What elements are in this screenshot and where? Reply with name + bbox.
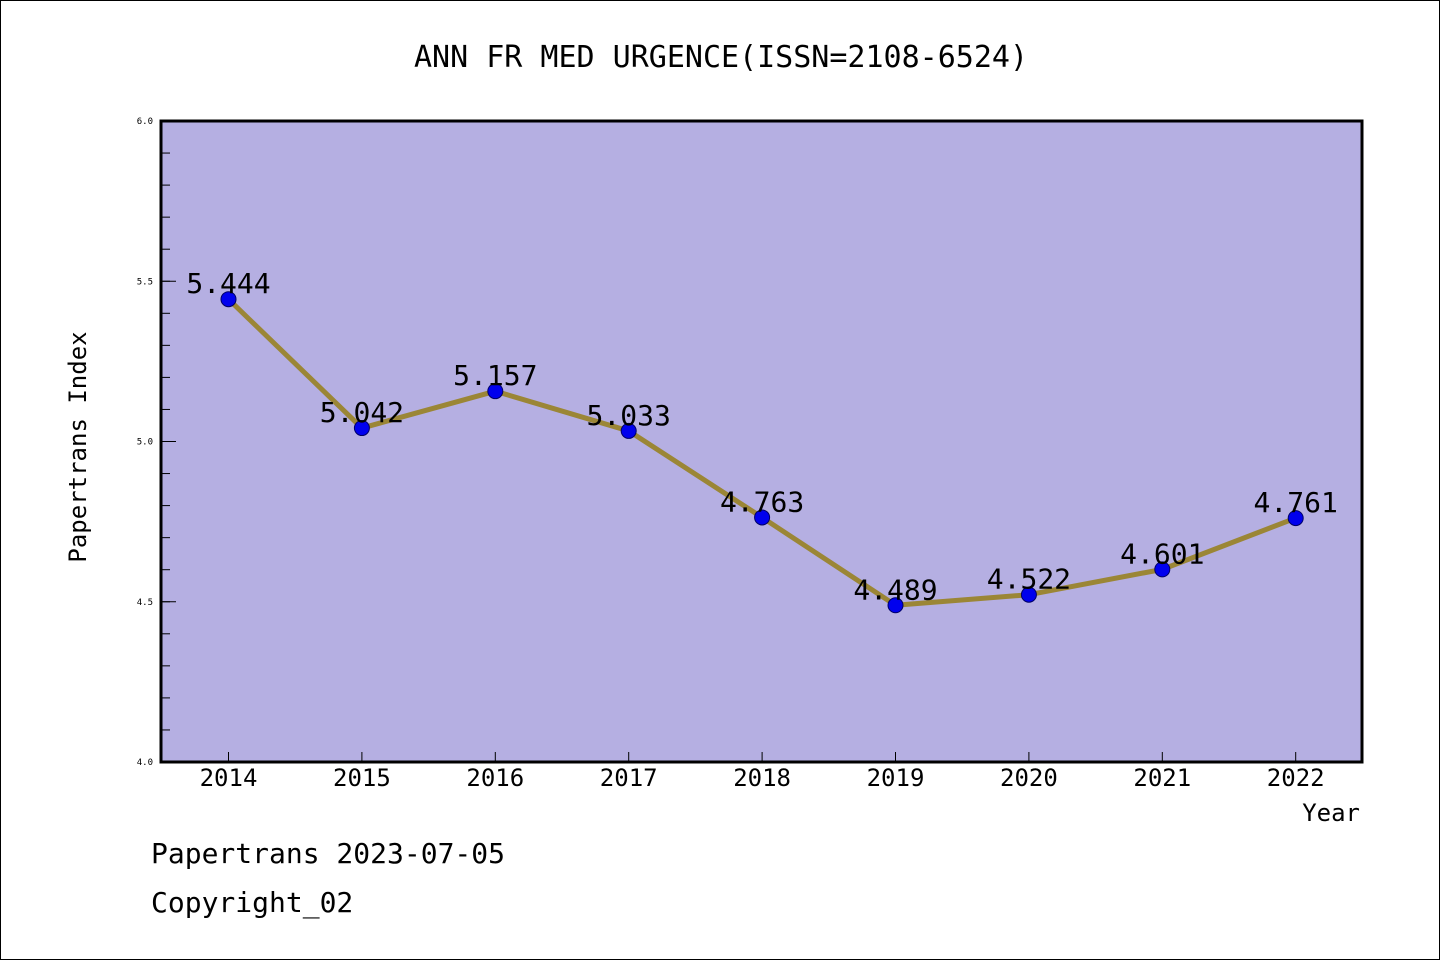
footer-copyright: Copyright_02 [151, 886, 354, 919]
data-label: 4.761 [1254, 486, 1338, 519]
data-point [754, 509, 771, 526]
data-point [1020, 586, 1037, 603]
y-tick-label: 4.5 [137, 598, 153, 608]
x-tick-label: 2014 [200, 764, 258, 792]
x-axis: 2014 2015 2016 2017 2018 2019 2020 2021 2022 [200, 752, 1325, 792]
x-tick-label: 2019 [867, 764, 925, 792]
data-label: 4.763 [720, 485, 804, 518]
y-axis-label: Papertrans Index [64, 331, 92, 562]
data-point [1154, 561, 1171, 578]
data-label: 4.489 [853, 573, 937, 606]
data-point [620, 422, 637, 439]
y-tick-label: 4.0 [137, 758, 153, 768]
x-tick-label: 2016 [466, 764, 524, 792]
y-tick-label: 5.5 [137, 277, 153, 287]
plot-area [159, 119, 1364, 764]
data-point [353, 420, 370, 437]
x-tick-label: 2018 [733, 764, 791, 792]
chart-title: ANN FR MED URGENCE(ISSN=2108-6524) [414, 40, 1028, 75]
data-labels: 5.444 5.042 5.157 5.033 4.763 4.489 4.522 4.601… [186, 267, 1337, 606]
y-tick-label: 6.0 [137, 117, 153, 127]
x-tick-label: 2020 [1000, 764, 1058, 792]
data-label: 5.033 [587, 399, 671, 432]
data-label: 5.157 [453, 359, 537, 392]
data-label: 5.444 [186, 267, 270, 300]
data-point [220, 291, 237, 308]
x-axis-label: Year [1302, 799, 1360, 827]
y-axis: 4.0 4.5 5.0 5.5 6.0 [137, 117, 176, 768]
data-label: 4.522 [987, 563, 1071, 596]
x-tick-label: 2021 [1133, 764, 1191, 792]
data-point [1287, 510, 1304, 527]
x-tick-label: 2017 [600, 764, 658, 792]
x-tick-label: 2022 [1267, 764, 1325, 792]
footer-date: Papertrans 2023-07-05 [151, 837, 506, 870]
data-point [887, 597, 904, 614]
series-points [220, 291, 1304, 614]
x-tick-label: 2015 [333, 764, 391, 792]
data-label: 5.042 [320, 396, 404, 429]
y-tick-label: 5.0 [137, 438, 153, 448]
data-label: 4.601 [1120, 537, 1204, 570]
data-point [487, 383, 504, 400]
